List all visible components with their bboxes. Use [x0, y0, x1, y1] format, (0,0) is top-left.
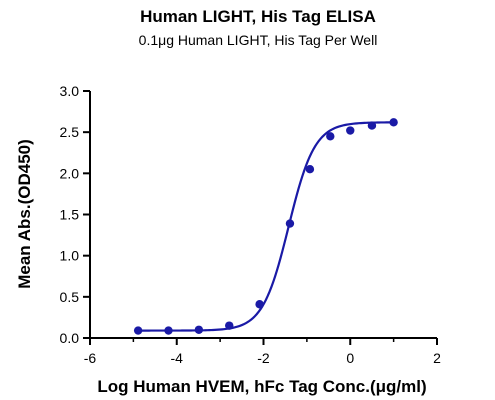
y-axis-label: Mean Abs.(OD450)	[15, 139, 34, 289]
y-tick-label: 0.5	[60, 289, 80, 305]
y-tick-label: 1.0	[60, 248, 80, 264]
data-point	[164, 326, 173, 335]
data-point	[255, 300, 264, 309]
plot-area: 0.0 0.5 1.0 1.5 2.0 2.5 3.0 -6 -4 -2 0 2	[60, 83, 442, 366]
y-tick-label: 1.5	[60, 207, 80, 223]
x-tick-label: 2	[433, 350, 441, 366]
x-axis-label: Log Human HVEM, hFc Tag Conc.(μg/ml)	[97, 377, 426, 396]
data-point	[389, 118, 398, 127]
x-tick-label: -4	[171, 350, 184, 366]
y-tick-label: 3.0	[60, 83, 80, 99]
x-tick-label: -2	[257, 350, 270, 366]
y-tick-label: 2.5	[60, 124, 80, 140]
chart-title: Human LIGHT, His Tag ELISA	[140, 7, 376, 26]
data-point	[285, 219, 295, 228]
data-point	[305, 165, 315, 174]
x-tick-label: -6	[84, 350, 97, 366]
data-point	[225, 321, 234, 330]
data-point	[133, 326, 143, 335]
data-point	[326, 132, 335, 141]
data-point	[194, 325, 204, 334]
y-tick-label: 2.0	[60, 165, 80, 181]
x-tick-label: 0	[346, 350, 354, 366]
chart-subtitle: 0.1μg Human LIGHT, His Tag Per Well	[139, 32, 378, 48]
data-point	[367, 121, 377, 130]
y-tick-label: 0.0	[60, 330, 80, 346]
fit-curve	[138, 121, 394, 332]
data-point	[346, 126, 355, 135]
